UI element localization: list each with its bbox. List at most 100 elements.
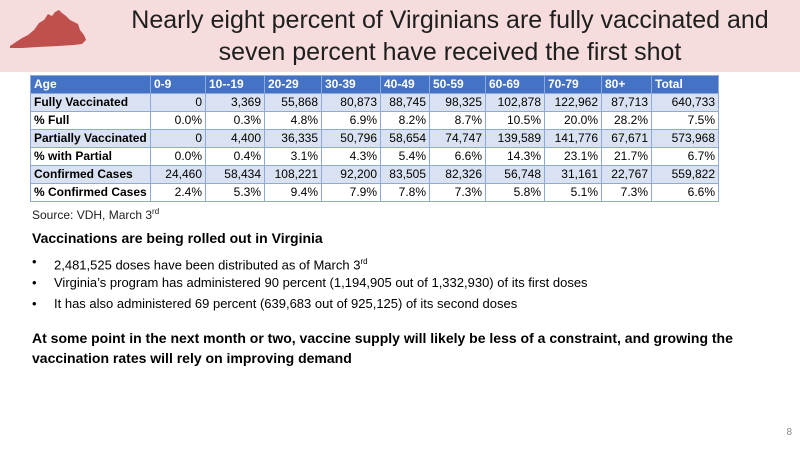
table-cell: 9.4%	[264, 183, 322, 202]
table-cell: 21.7%	[601, 147, 652, 166]
slide-title: Nearly eight percent of Virginians are f…	[100, 4, 800, 68]
conclusion-text: At some point in the next month or two, …	[32, 330, 733, 366]
table-cell: 58,434	[205, 165, 265, 184]
table-header-row: Age 0-9 10--19 20-29 30-39 40-49 50-59 6…	[30, 75, 719, 94]
table-cell: 3.1%	[264, 147, 322, 166]
row-label: % Confirmed Cases	[30, 183, 151, 202]
table-cell: 102,878	[485, 93, 545, 112]
table-row: % Full 0.0% 0.3% 4.8% 6.9% 8.2% 8.7% 10.…	[30, 111, 719, 130]
table-cell: 0.4%	[205, 147, 265, 166]
table-row: % Confirmed Cases 2.4% 5.3% 9.4% 7.9% 7.…	[30, 183, 719, 202]
row-label: % Full	[30, 111, 151, 130]
virginia-map-icon	[10, 10, 86, 48]
source-note: Source: VDH, March 3rd	[32, 207, 159, 222]
table-cell: 4.3%	[321, 147, 381, 166]
header-total: Total	[651, 75, 719, 94]
row-label: Partially Vaccinated	[30, 129, 151, 148]
header-70-79: 70-79	[544, 75, 602, 94]
table-cell: 7.5%	[651, 111, 719, 130]
table-cell: 4,400	[205, 129, 265, 148]
bullet-text: 2,481,525 doses have been distributed as…	[54, 257, 361, 273]
table-cell: 0	[150, 129, 206, 148]
table-cell: 14.3%	[485, 147, 545, 166]
table-cell: 82,326	[429, 165, 486, 184]
row-label: Confirmed Cases	[30, 165, 151, 184]
list-item: 2,481,525 doses have been distributed as…	[32, 251, 588, 272]
table-cell: 8.2%	[380, 111, 430, 130]
table-cell: 36,335	[264, 129, 322, 148]
table-row: Fully Vaccinated 0 3,369 55,868 80,873 8…	[30, 93, 719, 112]
table-cell: 640,733	[651, 93, 719, 112]
table-cell: 0.0%	[150, 147, 206, 166]
table-cell: 0	[150, 93, 206, 112]
table-cell: 20.0%	[544, 111, 602, 130]
list-item: Virginia’s program has administered 90 p…	[32, 272, 588, 293]
table-row: % with Partial 0.0% 0.4% 3.1% 4.3% 5.4% …	[30, 147, 719, 166]
table-cell: 2.4%	[150, 183, 206, 202]
table-cell: 50,796	[321, 129, 381, 148]
header-40-49: 40-49	[380, 75, 430, 94]
row-label: Fully Vaccinated	[30, 93, 151, 112]
table-cell: 88,745	[380, 93, 430, 112]
header-50-59: 50-59	[429, 75, 486, 94]
table-cell: 7.3%	[429, 183, 486, 202]
table-cell: 22,767	[601, 165, 652, 184]
table-row: Partially Vaccinated 0 4,400 36,335 50,7…	[30, 129, 719, 148]
table-cell: 6.6%	[651, 183, 719, 202]
table-cell: 87,713	[601, 93, 652, 112]
table-cell: 28.2%	[601, 111, 652, 130]
table-cell: 98,325	[429, 93, 486, 112]
table-cell: 6.9%	[321, 111, 381, 130]
table-cell: 83,505	[380, 165, 430, 184]
header-60-69: 60-69	[485, 75, 545, 94]
table-cell: 92,200	[321, 165, 381, 184]
slide-header: Nearly eight percent of Virginians are f…	[0, 0, 800, 72]
table-cell: 24,460	[150, 165, 206, 184]
table-cell: 31,161	[544, 165, 602, 184]
source-text: Source: VDH, March 3	[32, 208, 153, 222]
table-cell: 5.4%	[380, 147, 430, 166]
table-cell: 58,654	[380, 129, 430, 148]
table-cell: 80,873	[321, 93, 381, 112]
header-20-29: 20-29	[264, 75, 322, 94]
table-cell: 4.8%	[264, 111, 322, 130]
table-cell: 7.9%	[321, 183, 381, 202]
table-cell: 3,369	[205, 93, 265, 112]
table-cell: 74,747	[429, 129, 486, 148]
table-cell: 0.3%	[205, 111, 265, 130]
table-cell: 23.1%	[544, 147, 602, 166]
title-line-1: Nearly eight percent of Virginians are f…	[131, 6, 769, 34]
table-cell: 5.3%	[205, 183, 265, 202]
table-cell: 7.3%	[601, 183, 652, 202]
table-cell: 6.7%	[651, 147, 719, 166]
header-10-19: 10--19	[205, 75, 265, 94]
table-cell: 0.0%	[150, 111, 206, 130]
header-0-9: 0-9	[150, 75, 206, 94]
row-label: % with Partial	[30, 147, 151, 166]
table-cell: 67,671	[601, 129, 652, 148]
table-cell: 141,776	[544, 129, 602, 148]
section-heading: Vaccinations are being rolled out in Vir…	[32, 230, 323, 246]
header-age: Age	[30, 75, 151, 94]
table-cell: 5.1%	[544, 183, 602, 202]
table-cell: 573,968	[651, 129, 719, 148]
table-cell: 56,748	[485, 165, 545, 184]
table-cell: 122,962	[544, 93, 602, 112]
bullet-list: 2,481,525 doses have been distributed as…	[32, 251, 588, 314]
vaccination-table: Age 0-9 10--19 20-29 30-39 40-49 50-59 6…	[30, 75, 719, 202]
table-cell: 5.8%	[485, 183, 545, 202]
list-item: It has also administered 69 percent (639…	[32, 293, 588, 314]
table-cell: 10.5%	[485, 111, 545, 130]
page-number: 8	[786, 427, 792, 438]
table-row: Confirmed Cases 24,460 58,434 108,221 92…	[30, 165, 719, 184]
header-30-39: 30-39	[321, 75, 381, 94]
table-cell: 7.8%	[380, 183, 430, 202]
table-cell: 108,221	[264, 165, 322, 184]
table-cell: 6.6%	[429, 147, 486, 166]
table-cell: 55,868	[264, 93, 322, 112]
header-80-plus: 80+	[601, 75, 652, 94]
bullet-superscript: rd	[360, 257, 368, 266]
virginia-map-shape	[10, 10, 86, 48]
table-cell: 559,822	[651, 165, 719, 184]
source-superscript: rd	[152, 207, 160, 216]
